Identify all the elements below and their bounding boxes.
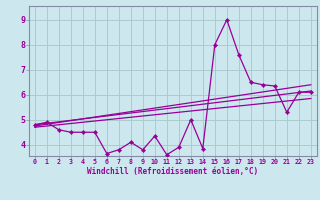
- X-axis label: Windchill (Refroidissement éolien,°C): Windchill (Refroidissement éolien,°C): [87, 167, 258, 176]
